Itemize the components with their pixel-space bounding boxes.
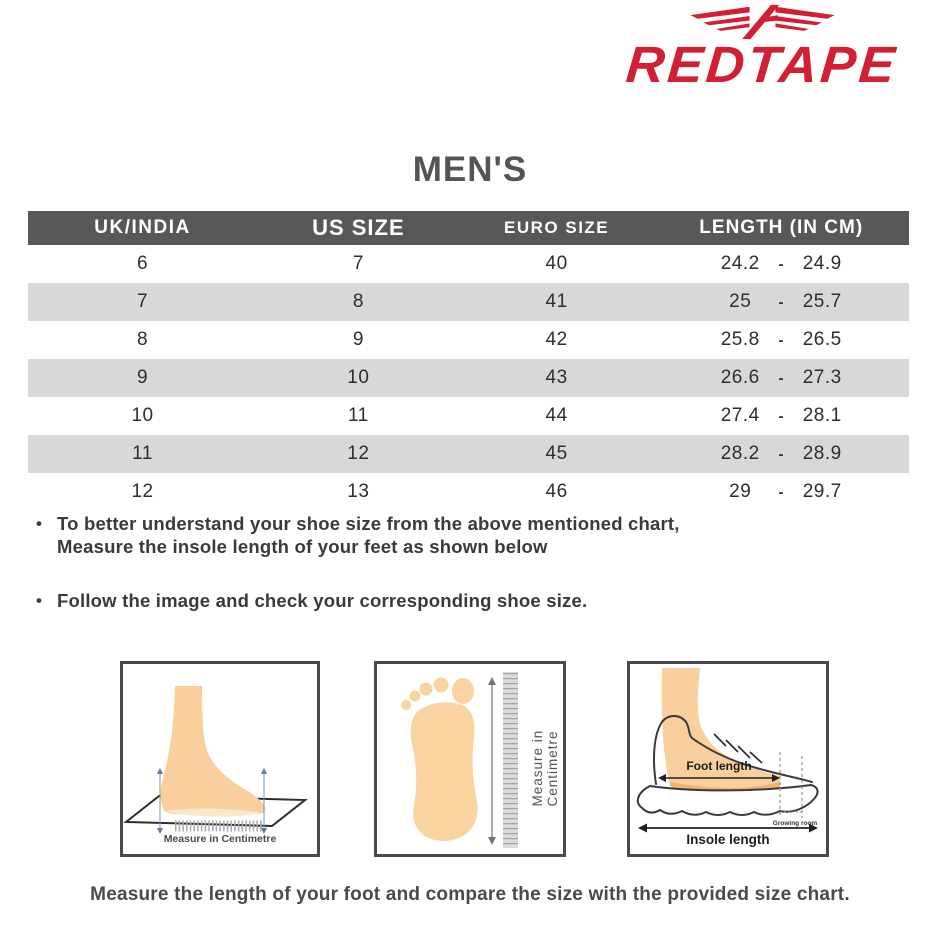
us-size-cell: 7 <box>352 253 364 274</box>
length-max: 27.3 <box>802 367 842 388</box>
length-min: 26.6 <box>720 367 760 388</box>
length-cell: 25 -25.7 <box>653 283 909 321</box>
bullet-text: Follow the image and check your correspo… <box>57 589 587 612</box>
bullet-line: Follow the image and check your correspo… <box>57 590 588 611</box>
length-cell: 28.2-28.9 <box>653 435 909 473</box>
instruction-bullet-2: • Follow the image and check your corres… <box>36 589 587 612</box>
length-max: 26.5 <box>802 329 842 350</box>
redtape-logo: REDTAPE <box>612 4 912 93</box>
length-min: 24.2 <box>720 253 760 274</box>
bullet-line: Measure the insole length of your feet a… <box>57 536 548 557</box>
brand-name: REDTAPE <box>623 36 901 93</box>
bullet-line: To better understand your shoe size from… <box>57 513 680 534</box>
dash: - <box>778 293 784 311</box>
uk-size-cell: 8 <box>136 329 149 350</box>
redtape-wings-icon <box>689 4 835 40</box>
column-header-euro-size: EURO SIZE <box>459 211 654 245</box>
uk-size-cell: 7 <box>136 291 149 312</box>
table-row: 10 11 44 27.4-28.1 <box>28 397 909 435</box>
us-size-cell: 12 <box>347 443 370 464</box>
euro-size-cell: 45 <box>545 443 568 464</box>
bullet-dot: • <box>36 591 43 610</box>
length-max: 29.7 <box>802 481 842 502</box>
length-min: 27.4 <box>720 405 760 426</box>
us-size-cell: 13 <box>347 481 370 502</box>
euro-size-cell: 41 <box>545 291 568 312</box>
uk-size-cell: 11 <box>132 443 153 464</box>
dash: - <box>778 369 784 387</box>
column-header-uk-india: UK/INDIA <box>28 211 258 245</box>
uk-size-cell: 12 <box>131 481 154 502</box>
top-foot-caption: Measure in Centimetre <box>530 729 560 807</box>
dash: - <box>778 331 784 349</box>
foot-length-label: Foot length <box>686 759 752 773</box>
dash: - <box>778 483 784 501</box>
column-header-us-size: US SIZE <box>257 211 460 245</box>
growing-room-label: Growing room <box>772 820 818 827</box>
side-foot-illustration <box>123 686 308 834</box>
euro-size-cell: 43 <box>545 367 568 388</box>
uk-size-cell: 10 <box>131 405 154 426</box>
euro-size-cell: 40 <box>545 253 568 274</box>
size-chart-table: UK/INDIA US SIZE EURO SIZE LENGTH (IN CM… <box>28 211 909 511</box>
uk-size-cell: 6 <box>136 253 149 274</box>
length-cell: 26.6-27.3 <box>653 359 909 397</box>
us-size-cell: 9 <box>352 329 364 350</box>
length-max: 24.9 <box>802 253 842 274</box>
length-min: 25.8 <box>720 329 760 350</box>
shoe-illustration <box>636 668 819 833</box>
euro-size-cell: 44 <box>545 405 568 426</box>
figure-shoe-measurement: Foot length Growing room Insole length <box>627 661 829 857</box>
us-size-cell: 11 <box>347 405 369 426</box>
length-min: 29 <box>729 481 752 502</box>
bullet-text: To better understand your shoe size from… <box>57 512 680 558</box>
table-row: 11 12 45 28.2-28.9 <box>28 435 909 473</box>
length-cell: 25.8-26.5 <box>653 321 909 359</box>
length-cell: 29 -29.7 <box>653 473 909 511</box>
instruction-bullet-1: • To better understand your shoe size fr… <box>36 512 680 558</box>
us-size-cell: 8 <box>352 291 364 312</box>
figure-top-foot: Measure in Centimetre <box>374 661 566 857</box>
length-min: 25 <box>729 291 752 312</box>
uk-size-cell: 9 <box>136 367 149 388</box>
us-size-cell: 10 <box>347 367 370 388</box>
top-foot-illustration <box>401 672 518 848</box>
table-row: 7 8 41 25 -25.7 <box>28 283 909 321</box>
length-max: 25.7 <box>802 291 842 312</box>
dash: - <box>778 255 784 273</box>
length-max: 28.1 <box>802 405 842 426</box>
length-cell: 24.2-24.9 <box>653 245 909 283</box>
table-row: 12 13 46 29 -29.7 <box>28 473 909 511</box>
table-row: 6 7 40 24.2-24.9 <box>28 245 909 283</box>
side-foot-caption: Measure in Centimetre <box>163 833 277 845</box>
dash: - <box>778 445 784 463</box>
table-row: 9 10 43 26.6-27.3 <box>28 359 909 397</box>
length-cell: 27.4-28.1 <box>653 397 909 435</box>
insole-length-label: Insole length <box>686 832 770 847</box>
length-max: 28.9 <box>802 443 842 464</box>
euro-size-cell: 42 <box>545 329 568 350</box>
bullet-dot: • <box>36 514 43 533</box>
table-header-row: UK/INDIA US SIZE EURO SIZE LENGTH (IN CM… <box>28 211 909 245</box>
column-header-length: LENGTH (IN CM) <box>653 211 909 245</box>
figure-side-foot: Measure in Centimetre <box>120 661 320 857</box>
euro-size-cell: 46 <box>545 481 568 502</box>
table-row: 8 9 42 25.8-26.5 <box>28 321 909 359</box>
dash: - <box>778 407 784 425</box>
length-min: 28.2 <box>720 443 760 464</box>
page-title: MEN'S <box>412 150 528 189</box>
footer-note: Measure the length of your foot and comp… <box>90 884 850 905</box>
